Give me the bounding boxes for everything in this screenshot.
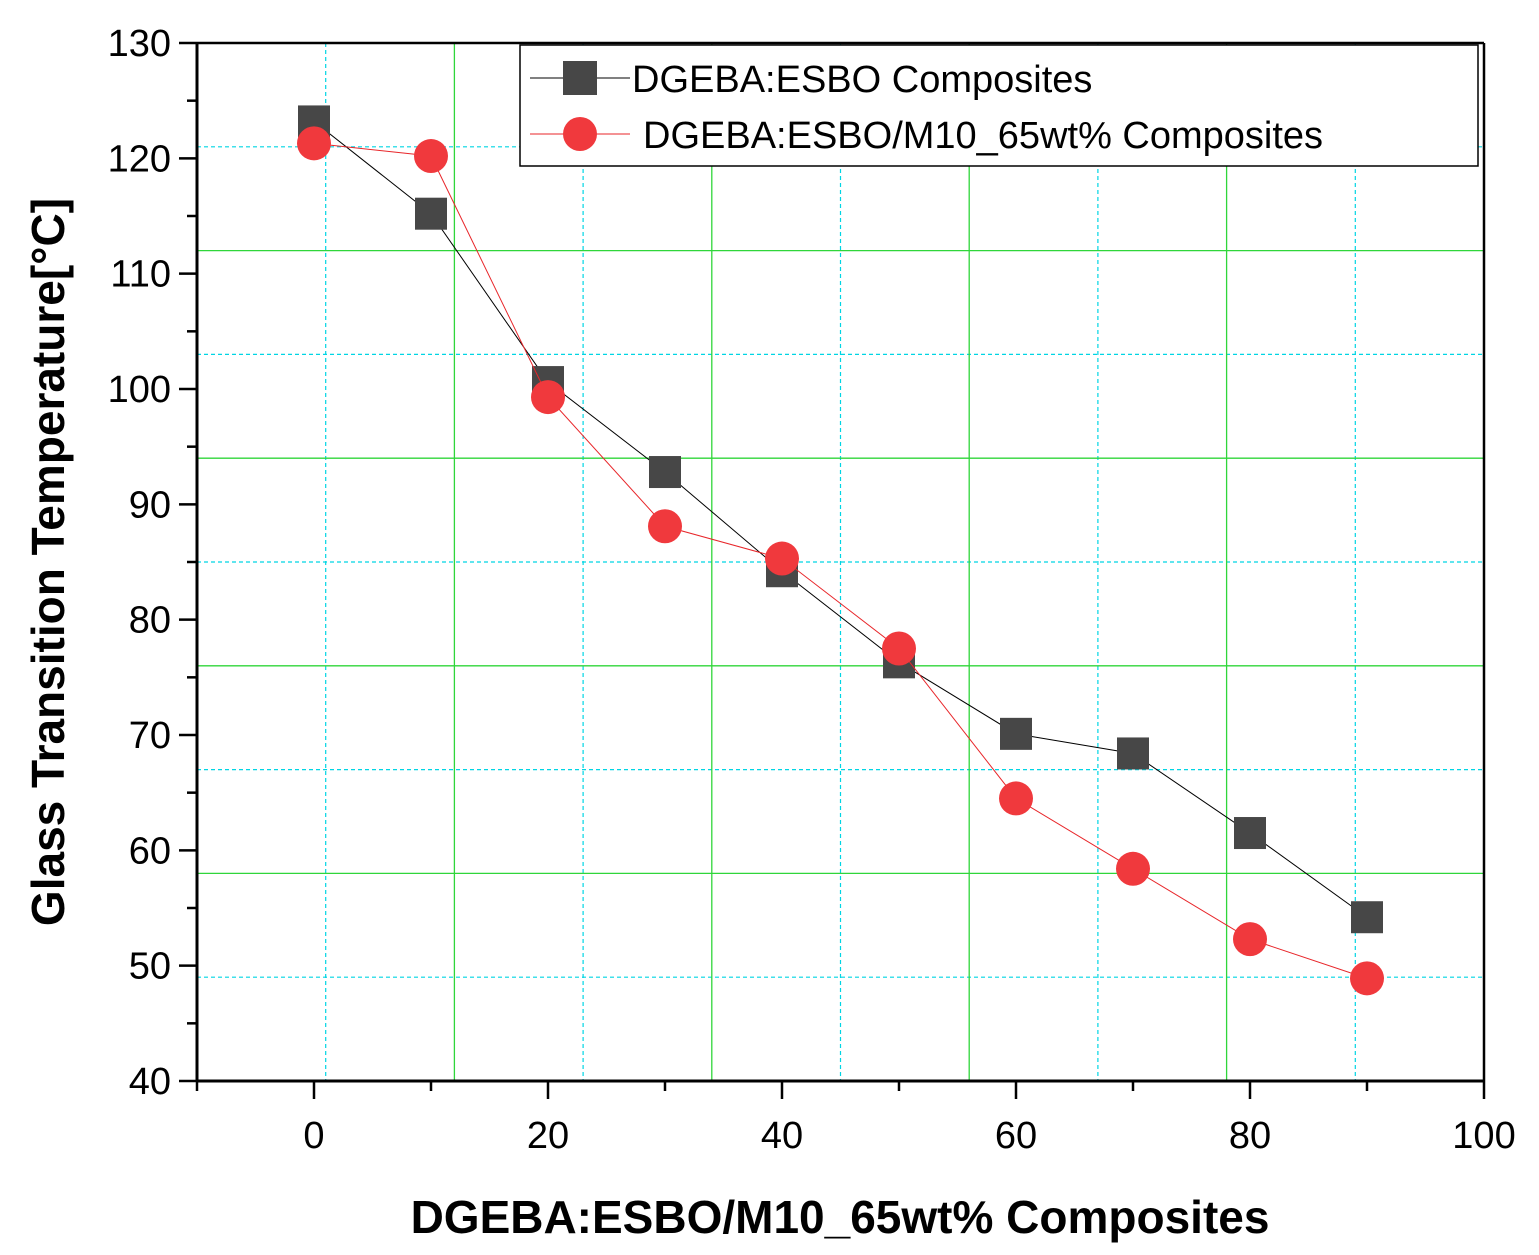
legend-box [519,44,1479,167]
data-point-circle [999,781,1033,816]
x-tick-label: 20 [527,1115,569,1157]
x-tick-label: 60 [995,1115,1037,1157]
x-axis-title: DGEBA:ESBO/M10_65wt% Composites [411,1191,1270,1243]
y-tick-label: 60 [129,830,171,872]
legend-label-series-2: DGEBA:ESBO/M10_65wt% Composites [643,115,1323,157]
data-point-circle [765,541,799,576]
series-2 [297,126,1384,996]
data-point-circle [1350,961,1384,996]
y-tick-label: 100 [108,369,171,411]
data-point-circle [531,380,565,415]
legend-marker-series-1 [563,61,597,95]
x-tick-label: 100 [1452,1115,1515,1157]
data-point-circle [882,631,916,666]
data-point-square [1234,817,1266,850]
data-point-square [1117,737,1149,770]
x-tick-label: 0 [303,1115,324,1157]
data-point-circle [648,509,682,544]
grid-lines [197,43,1484,1081]
data-point-square [1351,901,1383,934]
series-line [313,142,1368,979]
data-point-circle [1233,922,1267,957]
legend: DGEBA:ESBO Composites DGEBA:ESBO/M10_65w… [519,44,1479,167]
y-tick-label: 130 [108,23,171,65]
y-axis-title: Glass Transition Temperature[°C] [22,198,74,926]
x-tick-label: 40 [761,1115,803,1157]
legend-label-series-1: DGEBA:ESBO Composites [632,59,1092,101]
data-point-square [649,456,681,489]
y-tick-label: 90 [129,484,171,526]
data-point-circle [414,139,448,174]
y-tick-label: 50 [129,946,171,988]
data-point-circle [297,126,331,161]
data-point-square [415,197,447,230]
series-line [313,121,1368,918]
y-tick-label: 120 [108,138,171,180]
legend-marker-series-2 [563,117,597,151]
y-tick-label: 80 [129,600,171,642]
y-tick-label: 110 [110,254,171,296]
y-tick-label: 40 [129,1061,171,1103]
data-point-square [1000,717,1032,750]
y-tick-label: 70 [129,715,171,757]
axes: 0 20 40 60 80 100 40 50 60 70 80 90 100 110 120 130 [108,23,1516,1157]
data-series [297,105,1384,996]
data-point-circle [1116,851,1150,886]
x-tick-label: 80 [1229,1115,1271,1157]
